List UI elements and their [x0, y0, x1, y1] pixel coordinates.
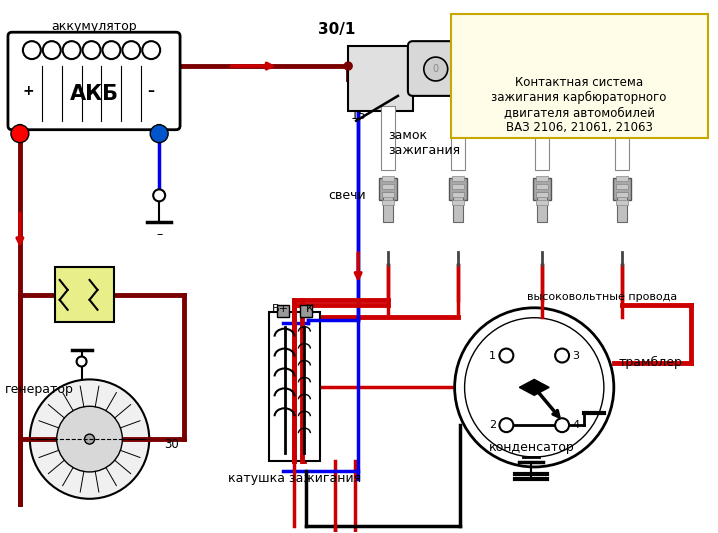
Text: 1: 1: [489, 351, 496, 360]
Text: 30: 30: [164, 438, 179, 450]
Circle shape: [454, 308, 614, 467]
Circle shape: [11, 125, 29, 143]
Text: Контактная система
зажигания карбюраторного
двигателя автомобилей
ВАЗ 2106, 2106: Контактная система зажигания карбюраторн…: [491, 76, 667, 134]
Bar: [382, 176, 394, 181]
Bar: [452, 192, 464, 197]
Circle shape: [500, 349, 513, 362]
Text: –: –: [79, 345, 85, 354]
Bar: [615, 106, 629, 171]
Bar: [379, 179, 397, 200]
Text: Б+: Б+: [271, 304, 289, 314]
Text: 2: 2: [489, 420, 496, 430]
Bar: [617, 192, 627, 222]
Circle shape: [122, 41, 140, 59]
Bar: [536, 176, 548, 181]
Bar: [348, 46, 413, 111]
Bar: [300, 305, 312, 317]
Text: зажигания: зажигания: [388, 144, 460, 157]
Circle shape: [150, 125, 168, 143]
Text: 30/1: 30/1: [318, 22, 355, 37]
Text: катушка зажигания: катушка зажигания: [228, 472, 361, 486]
Bar: [452, 176, 464, 181]
Text: 0: 0: [433, 64, 439, 74]
Bar: [537, 192, 547, 222]
Circle shape: [23, 41, 41, 59]
Bar: [536, 184, 548, 189]
Text: +: +: [22, 84, 34, 98]
Bar: [616, 176, 628, 181]
Text: 15: 15: [350, 109, 366, 122]
Circle shape: [465, 318, 604, 457]
Text: –: –: [148, 84, 154, 98]
Bar: [535, 106, 549, 171]
Bar: [616, 192, 628, 197]
Bar: [616, 184, 628, 189]
Bar: [451, 106, 465, 171]
Circle shape: [103, 41, 121, 59]
Bar: [382, 200, 394, 205]
Bar: [452, 200, 464, 205]
Circle shape: [555, 418, 569, 432]
Bar: [276, 305, 289, 317]
Bar: [533, 179, 551, 200]
FancyBboxPatch shape: [451, 14, 709, 138]
Text: К: К: [305, 304, 313, 314]
Bar: [269, 312, 320, 461]
Text: замок: замок: [388, 129, 427, 142]
Bar: [382, 192, 394, 197]
Circle shape: [43, 41, 61, 59]
Circle shape: [77, 357, 87, 367]
Circle shape: [344, 62, 352, 70]
Text: высоковольтные провода: высоковольтные провода: [527, 292, 678, 302]
Circle shape: [62, 41, 80, 59]
Circle shape: [30, 379, 149, 499]
Bar: [452, 184, 464, 189]
Polygon shape: [519, 379, 549, 395]
Circle shape: [142, 41, 160, 59]
Bar: [452, 192, 462, 222]
Text: –: –: [156, 228, 162, 241]
Circle shape: [83, 41, 101, 59]
Bar: [613, 179, 630, 200]
Circle shape: [85, 434, 95, 444]
Bar: [616, 200, 628, 205]
Bar: [536, 200, 548, 205]
Bar: [449, 179, 467, 200]
Text: АКБ: АКБ: [70, 84, 118, 104]
Text: конденсатор: конденсатор: [488, 441, 574, 454]
Text: трамблер: трамблер: [619, 356, 683, 369]
Text: 4: 4: [572, 420, 579, 430]
Circle shape: [153, 189, 165, 201]
FancyBboxPatch shape: [8, 32, 180, 130]
Text: свечи: свечи: [328, 189, 366, 202]
Circle shape: [57, 406, 122, 472]
Circle shape: [500, 418, 513, 432]
Bar: [536, 192, 548, 197]
Text: 3: 3: [572, 351, 579, 360]
Circle shape: [424, 57, 448, 81]
FancyBboxPatch shape: [408, 41, 462, 96]
Text: генератор: генератор: [5, 383, 74, 396]
Text: аккумулятор: аккумулятор: [51, 20, 137, 33]
Circle shape: [555, 349, 569, 362]
Bar: [382, 184, 394, 189]
Bar: [55, 268, 114, 322]
Bar: [383, 192, 393, 222]
Bar: [381, 106, 395, 171]
